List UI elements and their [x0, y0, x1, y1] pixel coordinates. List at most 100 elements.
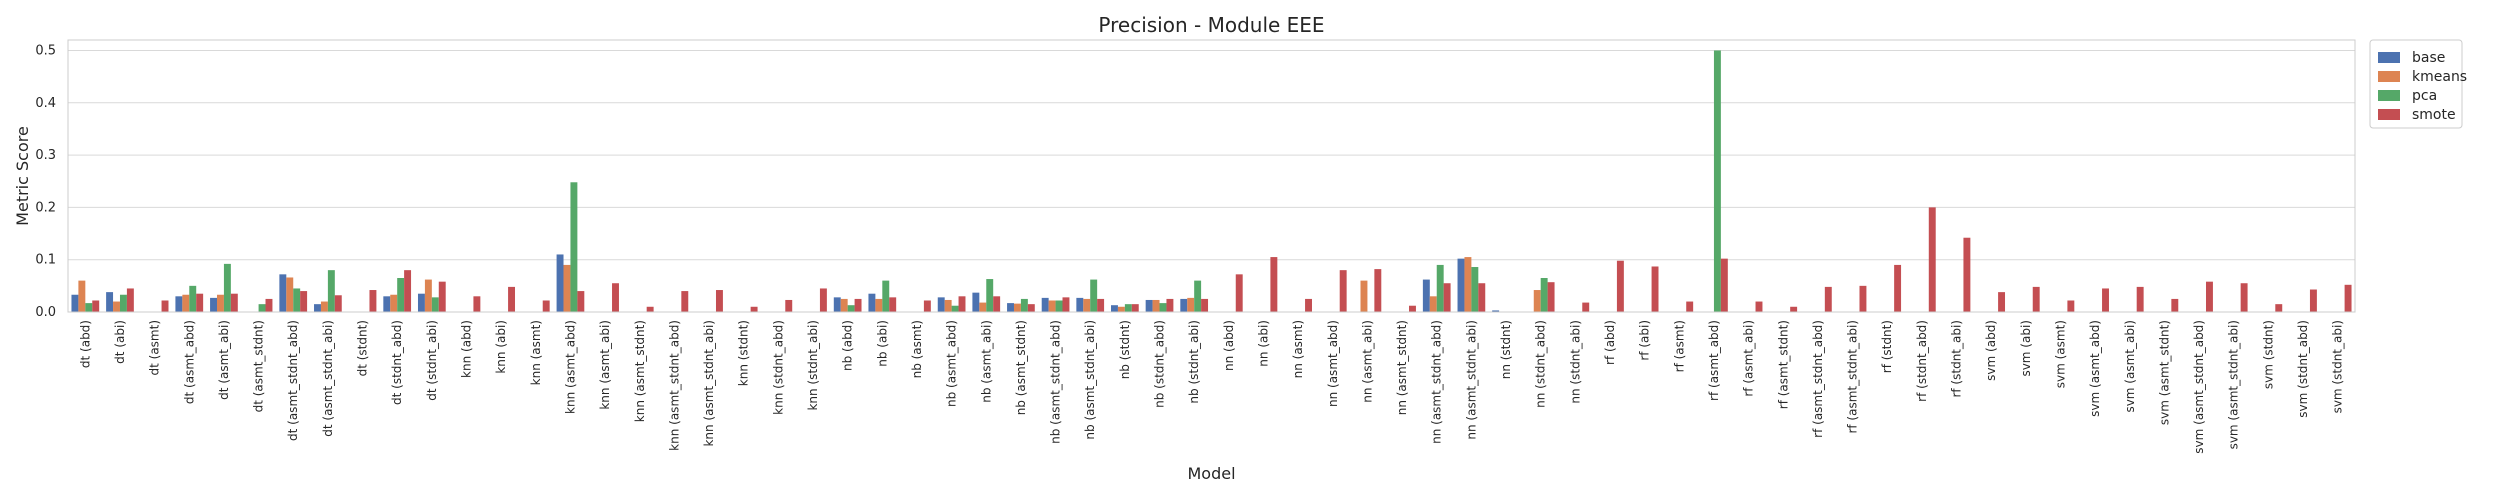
legend: base kmeans pca smote — [2369, 39, 2467, 129]
bar-base — [1180, 298, 1188, 312]
bar-smote — [300, 291, 308, 312]
legend-swatch-pca — [2378, 90, 2400, 101]
bar-base — [972, 292, 980, 312]
x-tick-label: dt (stdnt_abi) — [425, 320, 439, 401]
bar-pca — [1471, 267, 1479, 312]
legend-label-base: base — [2412, 50, 2445, 66]
bar-smote — [542, 300, 550, 312]
bar-smote — [612, 283, 619, 312]
x-tick-label: dt (abd) — [78, 320, 92, 368]
bar-kmeans — [1048, 300, 1056, 312]
bar-smote — [161, 300, 169, 312]
x-tick-label: svm (asmt_stdnt) — [2157, 320, 2171, 425]
bar-pca — [1436, 264, 1444, 312]
bar-pca — [847, 305, 855, 312]
bar-smote — [993, 296, 1001, 312]
legend-swatch-kmeans — [2378, 71, 2400, 82]
x-tick-label: nn (asmt) — [1291, 320, 1305, 378]
x-tick-label: rf (asmt_stdnt_abd) — [1811, 320, 1825, 438]
bar-pca — [1159, 303, 1167, 312]
bar-smote — [230, 293, 238, 312]
x-tick-label: knn (stdnt_abi) — [806, 320, 820, 411]
bar-smote — [404, 270, 412, 312]
bar-kmeans — [1429, 296, 1437, 312]
x-tick-label: nb (asmt) — [910, 320, 924, 378]
bar-smote — [438, 281, 446, 312]
bar-pca — [951, 305, 959, 312]
bar-pca — [85, 303, 93, 312]
x-tick-label: rf (asmt_stdnt_abi) — [1846, 320, 1860, 434]
bar-base — [279, 274, 287, 312]
x-tick-label: svm (stdnt_abd) — [2296, 320, 2310, 418]
bar-kmeans — [1117, 306, 1125, 312]
x-tick-label: knn (asmt) — [529, 320, 543, 385]
x-tick-label: rf (asmt_stdnt) — [1776, 320, 1790, 409]
x-tick-label: rf (asmt_abi) — [1742, 320, 1756, 397]
bar-kmeans — [78, 280, 86, 312]
bar-smote — [1720, 258, 1728, 312]
x-tick-labels: dt (abd) dt (abi) dt (asmt) dt (asmt_abd) dt… — [78, 320, 2344, 454]
x-tick-label: rf (stdnt_abd) — [1915, 320, 1929, 402]
bar-kmeans — [113, 301, 120, 312]
x-tick-label: nb (asmt_stdnt_abi) — [1083, 320, 1097, 440]
x-tick-label: svm (abi) — [2019, 320, 2033, 377]
x-tick-label: svm (stdnt_abi) — [2331, 320, 2345, 413]
bar-smote — [923, 300, 931, 312]
bar-smote — [1235, 274, 1243, 312]
bar-base — [1007, 303, 1014, 312]
bar-smote — [819, 288, 827, 312]
x-tick-label: rf (stdnt_abi) — [1950, 320, 1964, 398]
bar-base — [937, 297, 945, 312]
x-tick-label: nb (asmt_stdnt_abd) — [1049, 320, 1063, 444]
bar-smote — [2136, 286, 2144, 312]
bar-smote — [2309, 289, 2317, 312]
x-tick-label: nb (stdnt_abd) — [1153, 320, 1167, 408]
x-tick-label: nn (abi) — [1256, 320, 1270, 367]
bar-smote — [1478, 283, 1486, 312]
bar-base — [556, 254, 564, 312]
bar-smote — [1859, 285, 1867, 312]
bar-smote — [1686, 301, 1694, 312]
bar-smote — [1166, 298, 1174, 312]
bar-kmeans — [1464, 257, 1472, 312]
bar-smote — [2344, 284, 2352, 312]
x-tick-label: nn (stdnt) — [1499, 320, 1513, 379]
x-tick-label: knn (abi) — [494, 320, 508, 374]
x-tick-label: nn (asmt_stdnt) — [1395, 320, 1409, 415]
bar-kmeans — [217, 294, 224, 312]
x-tick-label: dt (asmt) — [148, 320, 162, 376]
bar-smote — [1339, 270, 1347, 312]
legend-label-pca: pca — [2412, 88, 2437, 104]
bar-kmeans — [1083, 298, 1091, 312]
bar-smote — [2032, 286, 2040, 312]
bar-pca — [882, 280, 890, 312]
bar-smote — [1547, 282, 1555, 312]
legend-label-smote: smote — [2412, 107, 2456, 123]
bar-base — [1492, 310, 1500, 312]
bar-base — [106, 292, 114, 312]
bar-base — [314, 304, 321, 312]
bar-pca — [1020, 298, 1028, 312]
bar-smote — [958, 296, 966, 312]
y-tick-label: 0.1 — [35, 253, 56, 268]
y-tick-labels: 0.0 0.1 0.2 0.3 0.4 0.5 — [35, 43, 56, 320]
bar-pca — [570, 182, 578, 312]
x-tick-label: knn (asmt_stdnt) — [633, 320, 647, 422]
bar-base — [175, 296, 183, 312]
bar-smote — [2102, 288, 2109, 312]
bar-smote — [1616, 260, 1624, 312]
x-tick-label: svm (asmt_abi) — [2123, 320, 2137, 413]
bar-kmeans — [1152, 299, 1160, 312]
bar-kmeans — [182, 294, 190, 312]
bar-base — [383, 296, 391, 312]
bar-pca — [986, 279, 994, 312]
x-tick-label: knn (stdnt_abd) — [771, 320, 785, 415]
bar-base — [417, 293, 425, 312]
bar-pca — [431, 297, 439, 312]
bar-smote — [1928, 207, 1936, 312]
x-tick-label: nn (asmt_stdnt_abi) — [1464, 320, 1478, 440]
bar-smote — [1305, 298, 1312, 312]
y-tick-label: 0.2 — [35, 200, 56, 215]
